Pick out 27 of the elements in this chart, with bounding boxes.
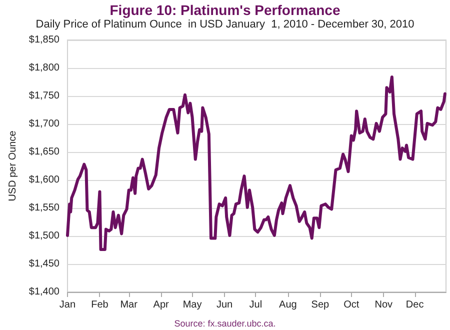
x-tick-label: Dec	[406, 300, 424, 310]
y-tick-label: $1,650	[28, 146, 60, 158]
y-tick-label: $1,800	[28, 62, 60, 74]
y-tick-label: $1,550	[28, 202, 60, 214]
y-tick-label: $1,400	[28, 286, 60, 298]
x-tick-label: Feb	[91, 300, 109, 310]
x-tick-label: May	[182, 300, 202, 310]
chart-subtitle: Daily Price of Platinum Ounce in USD January 1, 2010 - December 30, 2010	[36, 18, 414, 30]
y-axis-title: USD per Ounce	[8, 130, 18, 202]
y-tick-label: $1,700	[28, 118, 60, 130]
x-tick-label: Mar	[120, 300, 138, 310]
x-tick-label: Nov	[374, 300, 393, 310]
source-note: Source: fx.sauder.ubc.ca.	[174, 318, 276, 328]
y-tick-label: $1,500	[28, 230, 60, 242]
x-tick-label: Oct	[344, 300, 360, 310]
x-tick-label: Apr	[153, 300, 170, 310]
chart-title: Figure 10: Platinum's Performance	[110, 2, 340, 18]
y-tick-label: $1,600	[28, 174, 60, 186]
y-tick-label: $1,750	[28, 90, 60, 102]
x-tick-label: Jan	[59, 300, 76, 310]
y-tick-label: $1,450	[28, 258, 60, 270]
x-tick-label: Sep	[311, 300, 330, 310]
y-tick-label: $1,850	[28, 34, 60, 46]
x-tick-label: Aug	[279, 300, 297, 310]
x-tick-label: Jul	[249, 300, 262, 310]
x-tick-label: Jun	[216, 300, 233, 310]
line-series	[66, 75, 446, 251]
